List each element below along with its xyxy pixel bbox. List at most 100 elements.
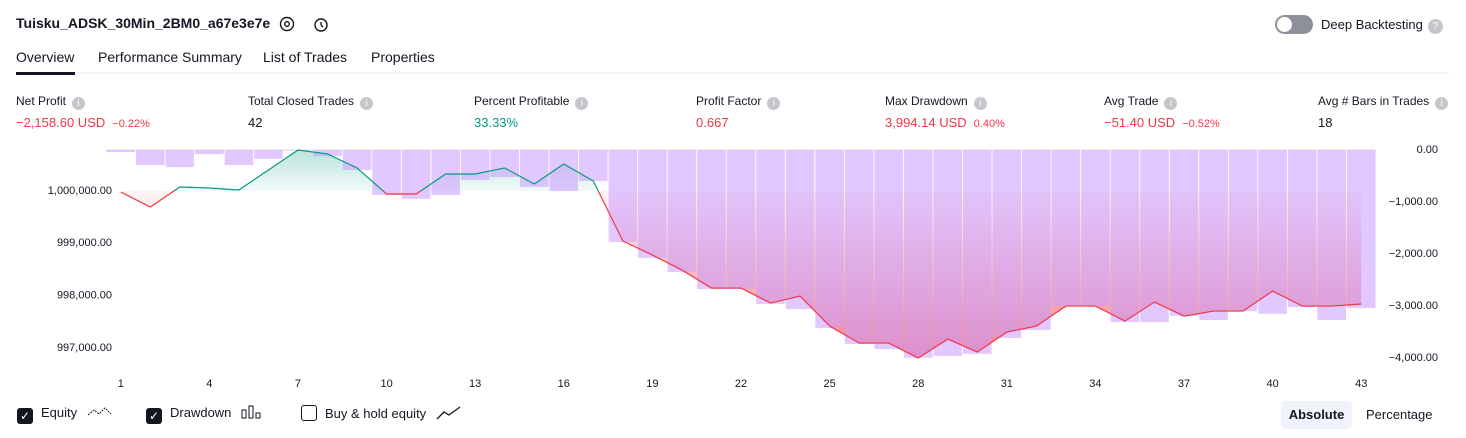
metric: Percent Profitable i 33.33% [474,94,589,130]
metric-value: 18 [1318,115,1333,130]
drawdown-bar [756,149,785,304]
tab[interactable]: List of Trades [263,49,348,65]
drawdown-bar [579,149,608,181]
legend-buy-hold[interactable]: Buy & hold equity [301,405,462,421]
info-icon: i [973,97,987,110]
drawdown-bar [1051,149,1081,306]
metric-value-row: 42 [248,115,373,130]
metric-value-row: 18 [1318,115,1448,130]
x-tick-label: 1 [118,378,124,390]
drawdown-bar [667,149,697,272]
drawdown-bar [136,149,165,166]
metric-label-text: Avg Trade [1104,94,1159,108]
drawdown-bar [195,149,224,155]
legend-label: Equity [41,405,78,420]
y-tick-label: 998,000.00 [57,290,112,302]
x-tick-label: 43 [1355,378,1367,390]
metric-change: −0.52% [1182,118,1220,130]
metric: Avg # Bars in Trades i 18 [1318,94,1449,130]
legend-label: Buy & hold equity [325,406,427,421]
metric-value: 3,994.14 USD [885,115,967,130]
info-icon: i [575,97,589,110]
strategy-title: Tuisku_ADSK_30Min_2BM0_a67e3e7e [16,15,271,31]
drawdown-bar [963,149,992,354]
x-tick-label: 16 [558,378,570,390]
drawdown-bar [313,149,342,156]
drawdown-bar [372,149,401,195]
metric-value: 33.33% [474,115,519,130]
metric-value: −2,158.60 USD [16,115,106,130]
deep-backtesting-toggle[interactable] [1275,15,1313,34]
drawdown-bar [431,149,460,195]
mode-absolute[interactable]: Absolute [1281,401,1352,429]
drawdown-bar [1081,149,1110,306]
info-icon: i [1435,97,1449,110]
legend-equity[interactable]: ✓ Equity [17,405,115,424]
y2-tick-label: −3,000.00 [1389,300,1438,312]
tabs-divider [16,72,1449,74]
metric-label-text: Max Drawdown [885,94,968,108]
x-tick-label: 13 [469,378,481,390]
tab[interactable]: Properties [371,49,435,65]
drawdown-bar [1346,149,1376,309]
metric: Total Closed Trades i 42 [248,94,374,130]
tab[interactable]: Overview [16,49,75,65]
drawdown-bar [1287,149,1317,308]
y2-tick-label: −1,000.00 [1389,196,1438,208]
metric-label: Max Drawdown i [885,94,1005,110]
drawdown-bar [1169,149,1199,316]
metric-label: Profit Factor i [696,94,781,110]
info-icon: i [767,97,781,110]
metric-value-row: 3,994.14 USD 0.40% [885,115,1005,130]
info-icon: i [360,97,374,110]
metric-label-text: Percent Profitable [474,94,570,108]
x-tick-label: 7 [295,378,301,390]
metric-label: Total Closed Trades i [248,94,374,110]
x-tick-label: 37 [1178,378,1190,390]
help-icon[interactable]: ? [1428,19,1443,34]
y2-tick-label: 0.00 [1417,144,1438,156]
legend-drawdown[interactable]: ✓ Drawdown [146,405,265,424]
drawdown-bar [874,149,903,350]
metric: Avg Trade i −51.40 USD −0.52% [1104,94,1220,130]
alert-icon[interactable] [314,18,328,32]
metric-label: Avg # Bars in Trades i [1318,94,1449,110]
x-tick-label: 34 [1089,378,1101,390]
y2-tick-label: −4,000.00 [1389,352,1438,364]
x-tick-label: 31 [1001,378,1013,390]
metric: Net Profit i −2,158.60 USD −0.22% [16,94,150,130]
drawdown-bar [224,149,254,166]
metric-value-row: 33.33% [474,115,588,130]
metric-value-row: 0.667 [696,115,780,130]
x-tick-label: 28 [912,378,924,390]
settings-icon[interactable] [279,16,295,32]
metric-value: 42 [248,115,263,130]
drawdown-bar [1228,149,1258,312]
metric-change: −0.22% [112,118,150,130]
drawdown-bar [638,149,667,258]
mode-percentage[interactable]: Percentage [1366,407,1433,422]
metric-label: Avg Trade i [1104,94,1220,110]
info-icon: i [72,97,86,110]
deep-backtesting-label: Deep Backtesting [1321,17,1423,32]
y-tick-label: 999,000.00 [57,237,112,249]
drawdown-bar [460,149,490,180]
drawdown-bar [1317,149,1346,321]
equity-chart: 1,000,000.00 999,000.00 998,000.00 997,000.… [48,144,1438,390]
drawdown-bar [1140,149,1169,323]
metric: Profit Factor i 0.667 [696,94,781,130]
y-tick-label: 997,000.00 [57,342,112,354]
tab[interactable]: Performance Summary [98,49,242,65]
metric-label: Percent Profitable i [474,94,589,110]
drawdown-bar [903,149,933,358]
drawdown-bar [608,149,638,243]
drawdown-bar [342,149,372,171]
x-tick-label: 4 [206,378,212,390]
metric-value: −51.40 USD [1104,115,1176,130]
x-tick-label: 40 [1267,378,1279,390]
legend-label: Drawdown [170,405,232,420]
info-icon: i [1164,97,1178,110]
equity-line [120,149,1362,359]
drawdown-bar [1199,149,1228,321]
